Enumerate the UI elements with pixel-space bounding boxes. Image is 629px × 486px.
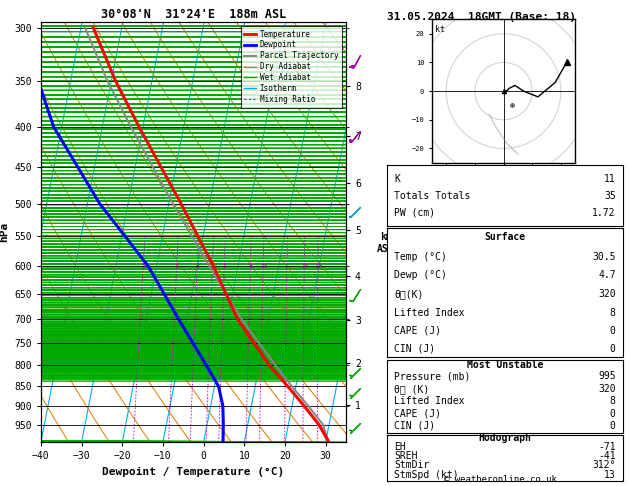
Text: θᴇ(K): θᴇ(K) (394, 289, 423, 299)
Text: CAPE (J): CAPE (J) (394, 409, 441, 418)
Text: kt: kt (435, 25, 445, 34)
Y-axis label: hPa: hPa (0, 222, 9, 242)
Text: 0: 0 (610, 326, 616, 336)
Text: Surface: Surface (484, 232, 525, 243)
Title: 30°08'N  31°24'E  188m ASL: 30°08'N 31°24'E 188m ASL (101, 8, 286, 21)
Text: Pressure (mb): Pressure (mb) (394, 371, 470, 382)
Text: K: K (394, 174, 400, 184)
Text: -41: -41 (598, 451, 616, 461)
Text: 1: 1 (142, 263, 145, 269)
Text: SREH: SREH (394, 451, 418, 461)
Text: 3: 3 (195, 263, 199, 269)
Text: PW (cm): PW (cm) (394, 208, 435, 218)
Text: -71: -71 (598, 442, 616, 452)
Text: CAPE (J): CAPE (J) (394, 326, 441, 336)
Text: 31.05.2024  18GMT (Base: 18): 31.05.2024 18GMT (Base: 18) (387, 12, 576, 22)
Y-axis label: km
ASL: km ASL (377, 232, 394, 254)
Text: Lifted Index: Lifted Index (394, 308, 464, 318)
Text: Lifted Index: Lifted Index (394, 396, 464, 406)
Text: 320: 320 (598, 289, 616, 299)
X-axis label: Dewpoint / Temperature (°C): Dewpoint / Temperature (°C) (103, 467, 284, 477)
Text: 10: 10 (259, 263, 267, 269)
Text: StmSpd (kt): StmSpd (kt) (394, 469, 459, 480)
Text: 995: 995 (598, 371, 616, 382)
Text: 4.7: 4.7 (598, 270, 616, 280)
Text: EH: EH (394, 442, 406, 452)
Text: 25: 25 (314, 263, 322, 269)
Text: 8: 8 (610, 396, 616, 406)
Text: 0: 0 (610, 421, 616, 431)
Text: 0: 0 (610, 409, 616, 418)
Text: ⊕: ⊕ (509, 101, 515, 110)
Text: CIN (J): CIN (J) (394, 421, 435, 431)
Text: Most Unstable: Most Unstable (467, 360, 543, 370)
Text: © weatheronline.co.uk: © weatheronline.co.uk (443, 474, 557, 484)
Text: 312°: 312° (592, 460, 616, 470)
Text: 5: 5 (222, 263, 226, 269)
Text: 30.5: 30.5 (592, 252, 616, 262)
Text: 8: 8 (610, 308, 616, 318)
Text: Temp (°C): Temp (°C) (394, 252, 447, 262)
Text: Dewp (°C): Dewp (°C) (394, 270, 447, 280)
Text: Totals Totals: Totals Totals (394, 191, 470, 201)
Text: θᴇ (K): θᴇ (K) (394, 384, 429, 394)
Text: 0: 0 (610, 344, 616, 354)
Text: 8: 8 (248, 263, 253, 269)
Text: 320: 320 (598, 384, 616, 394)
Text: 2: 2 (175, 263, 179, 269)
Text: 4: 4 (210, 263, 214, 269)
Text: 35: 35 (604, 191, 616, 201)
Text: 20: 20 (300, 263, 308, 269)
Text: Hodograph: Hodograph (478, 433, 532, 443)
Text: 13: 13 (604, 469, 616, 480)
Text: 1.72: 1.72 (592, 208, 616, 218)
Text: 11: 11 (604, 174, 616, 184)
Text: CIN (J): CIN (J) (394, 344, 435, 354)
Legend: Temperature, Dewpoint, Parcel Trajectory, Dry Adiabat, Wet Adiabat, Isotherm, Mi: Temperature, Dewpoint, Parcel Trajectory… (240, 26, 342, 108)
Text: StmDir: StmDir (394, 460, 429, 470)
